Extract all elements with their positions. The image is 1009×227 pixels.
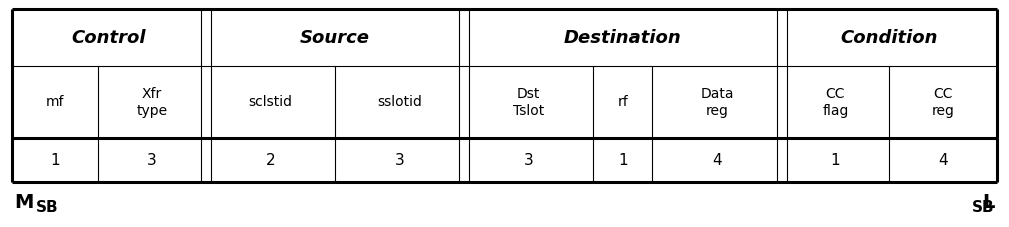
Text: 2: 2: [265, 153, 275, 168]
Text: sslotid: sslotid: [377, 95, 422, 109]
Text: 1: 1: [619, 153, 628, 168]
Text: M: M: [14, 193, 33, 212]
Text: SB: SB: [36, 200, 59, 215]
Text: Source: Source: [300, 29, 370, 47]
Text: rf: rf: [618, 95, 629, 109]
Text: Condition: Condition: [840, 29, 938, 47]
Text: Data
reg: Data reg: [700, 86, 734, 118]
Text: 1: 1: [830, 153, 840, 168]
Text: 3: 3: [147, 153, 156, 168]
Text: mf: mf: [45, 95, 65, 109]
Text: Xfr
type: Xfr type: [136, 86, 167, 118]
Text: Control: Control: [72, 29, 146, 47]
Text: sclstid: sclstid: [248, 95, 293, 109]
Text: CC
reg: CC reg: [931, 86, 955, 118]
Text: 3: 3: [524, 153, 534, 168]
Text: 4: 4: [938, 153, 947, 168]
Text: Dst
Tslot: Dst Tslot: [514, 86, 544, 118]
Text: 4: 4: [712, 153, 721, 168]
Text: 3: 3: [395, 153, 405, 168]
Text: SB: SB: [973, 200, 995, 215]
Text: CC
flag: CC flag: [822, 86, 849, 118]
Text: L: L: [983, 193, 995, 212]
Text: 1: 1: [50, 153, 60, 168]
Text: Destination: Destination: [564, 29, 682, 47]
